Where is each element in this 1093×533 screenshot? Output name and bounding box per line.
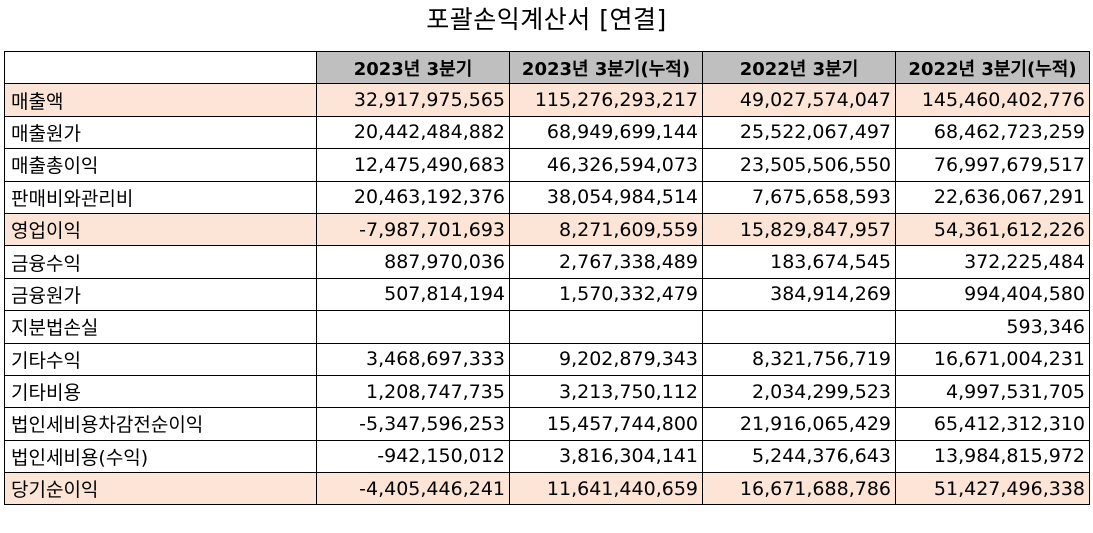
value-cell: 32,917,975,565 (316, 83, 510, 117)
table-row: 법인세비용차감전순이익 -5,347,596,253 15,457,744,800 2… (4, 407, 1090, 441)
row-label: 당기순이익 (4, 472, 317, 506)
value-cell: 16,671,688,786 (702, 472, 896, 506)
table-row: 기타비용 1,208,747,735 3,213,750,112 2,034,299,… (4, 374, 1090, 409)
value-cell: 51,427,496,338 (895, 472, 1090, 506)
row-label: 금융원가 (4, 277, 317, 312)
value-cell: 887,970,036 (316, 245, 510, 279)
column-header: 2022년 3분기 (702, 50, 896, 85)
value-cell: 384,914,269 (702, 277, 896, 312)
table-row: 당기순이익 -4,405,446,241 11,641,440,659 16,671,… (4, 472, 1090, 506)
row-label: 기타수익 (4, 342, 317, 376)
row-label: 금융수익 (4, 245, 317, 279)
table-row: 금융원가 507,814,194 1,570,332,479 384,914,269 9… (4, 277, 1090, 312)
value-cell: -4,405,446,241 (316, 472, 510, 506)
value-cell: 507,814,194 (316, 277, 510, 312)
value-cell: 23,505,506,550 (702, 148, 896, 182)
value-cell: 5,244,376,643 (702, 439, 896, 474)
value-cell: 12,475,490,683 (316, 148, 510, 182)
row-label: 판매비와관리비 (4, 180, 317, 214)
column-header: 2023년 3분기(누적) (509, 50, 703, 85)
value-cell: 8,271,609,559 (509, 212, 703, 247)
value-cell: 25,522,067,497 (702, 115, 896, 150)
value-cell: 11,641,440,659 (509, 472, 703, 506)
value-cell: 15,457,744,800 (509, 407, 703, 441)
header-corner-cell (4, 50, 317, 85)
income-statement-table: 2023년 3분기 2023년 3분기(누적) 2022년 3분기 2022년 … (4, 50, 1090, 506)
row-label: 매출원가 (4, 115, 317, 150)
table-row: 금융수익 887,970,036 2,767,338,489 183,674,545 3… (4, 245, 1090, 279)
header-row: 2023년 3분기 2023년 3분기(누적) 2022년 3분기 2022년 … (4, 50, 1090, 85)
value-cell: 7,675,658,593 (702, 180, 896, 214)
table-row: 매출액 32,917,975,565 115,276,293,217 49,027,5… (4, 83, 1090, 117)
column-header: 2022년 3분기(누적) (895, 50, 1090, 85)
value-cell: 183,674,545 (702, 245, 896, 279)
value-cell: 76,997,679,517 (895, 148, 1090, 182)
row-label: 법인세비용차감전순이익 (4, 407, 317, 441)
value-cell: 1,208,747,735 (316, 374, 510, 409)
table-row: 판매비와관리비 20,463,192,376 38,054,984,514 7,675… (4, 180, 1090, 214)
value-cell: 21,916,065,429 (702, 407, 896, 441)
value-cell: -5,347,596,253 (316, 407, 510, 441)
table-row: 지분법손실 593,346 (4, 310, 1090, 344)
value-cell: 3,468,697,333 (316, 342, 510, 376)
table-row: 영업이익 -7,987,701,693 8,271,609,559 15,829,84… (4, 212, 1090, 247)
value-cell: 372,225,484 (895, 245, 1090, 279)
table-row: 법인세비용(수익) -942,150,012 3,816,304,141 5,244,… (4, 439, 1090, 474)
value-cell: 54,361,612,226 (895, 212, 1090, 247)
value-cell: 2,767,338,489 (509, 245, 703, 279)
value-cell (702, 310, 896, 344)
value-cell: 3,213,750,112 (509, 374, 703, 409)
value-cell: 4,997,531,705 (895, 374, 1090, 409)
row-label: 매출액 (4, 83, 317, 117)
row-label: 지분법손실 (4, 310, 317, 344)
value-cell: 38,054,984,514 (509, 180, 703, 214)
value-cell: 68,949,699,144 (509, 115, 703, 150)
value-cell: 994,404,580 (895, 277, 1090, 312)
value-cell: 1,570,332,479 (509, 277, 703, 312)
value-cell: 68,462,723,259 (895, 115, 1090, 150)
value-cell: 49,027,574,047 (702, 83, 896, 117)
row-label: 매출총이익 (4, 148, 317, 182)
value-cell: 15,829,847,957 (702, 212, 896, 247)
value-cell: 65,412,312,310 (895, 407, 1090, 441)
row-label: 영업이익 (4, 212, 317, 247)
table-row: 매출원가 20,442,484,882 68,949,699,144 25,522,0… (4, 115, 1090, 150)
value-cell: 22,636,067,291 (895, 180, 1090, 214)
value-cell (316, 310, 510, 344)
value-cell: 20,463,192,376 (316, 180, 510, 214)
value-cell: 9,202,879,343 (509, 342, 703, 376)
row-label: 기타비용 (4, 374, 317, 409)
value-cell: 593,346 (895, 310, 1090, 344)
table-body: 매출액 32,917,975,565 115,276,293,217 49,027,5… (4, 83, 1090, 506)
value-cell: -942,150,012 (316, 439, 510, 474)
value-cell: 20,442,484,882 (316, 115, 510, 150)
value-cell: 2,034,299,523 (702, 374, 896, 409)
value-cell: 46,326,594,073 (509, 148, 703, 182)
value-cell: 145,460,402,776 (895, 83, 1090, 117)
value-cell: 16,671,004,231 (895, 342, 1090, 376)
value-cell: 115,276,293,217 (509, 83, 703, 117)
value-cell: -7,987,701,693 (316, 212, 510, 247)
table-row: 매출총이익 12,475,490,683 46,326,594,073 23,505,… (4, 148, 1090, 182)
page-title: 포괄손익계산서 [연결] (426, 5, 667, 34)
table-row: 기타수익 3,468,697,333 9,202,879,343 8,321,756,… (4, 342, 1090, 376)
value-cell: 13,984,815,972 (895, 439, 1090, 474)
row-label: 법인세비용(수익) (4, 439, 317, 474)
value-cell (509, 310, 703, 344)
value-cell: 3,816,304,141 (509, 439, 703, 474)
column-header: 2023년 3분기 (316, 50, 510, 85)
value-cell: 8,321,756,719 (702, 342, 896, 376)
